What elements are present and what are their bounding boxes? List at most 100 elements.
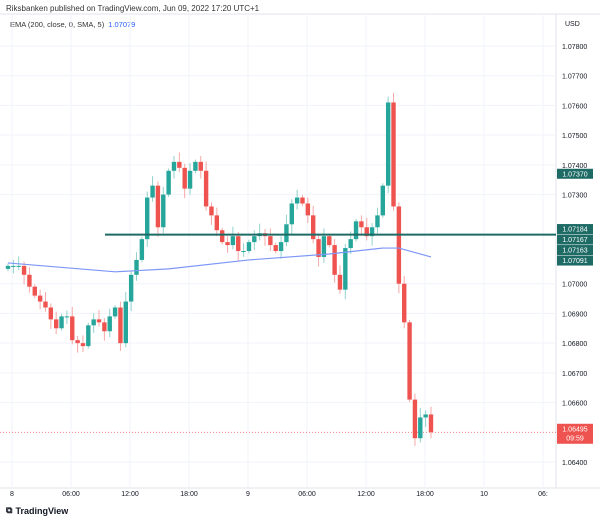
candle	[80, 335, 86, 353]
candle	[150, 176, 155, 202]
candle-body	[219, 230, 225, 243]
candle-body	[214, 215, 220, 231]
candle-body	[80, 343, 86, 347]
candle-body	[337, 274, 343, 290]
candle-body	[182, 167, 187, 189]
candle	[161, 186, 166, 234]
candle	[107, 308, 112, 338]
price-label-badge: 1.07163	[557, 245, 593, 256]
candle	[118, 301, 123, 351]
candle-body	[107, 316, 112, 332]
price-tick-label: 1.07300	[562, 193, 587, 200]
candle-body	[230, 236, 236, 246]
price-tick-label: 1.06900	[562, 311, 587, 318]
candle	[64, 310, 70, 325]
candle	[123, 292, 128, 348]
price-label-bg	[557, 168, 593, 179]
candle	[327, 233, 332, 248]
price-tick-label: 1.06700	[562, 371, 587, 378]
candle	[412, 393, 418, 446]
candle-body	[145, 197, 150, 240]
candle	[321, 228, 327, 263]
candle-body	[305, 203, 311, 216]
candle	[75, 336, 80, 353]
candle	[187, 163, 193, 195]
price-tick-label: 1.07500	[562, 133, 587, 140]
candle-body	[43, 301, 48, 308]
footer: ⧉ TradingView	[6, 505, 68, 516]
candle-body	[246, 242, 252, 252]
ema-line	[7, 247, 432, 273]
candle	[70, 306, 75, 345]
candle-body	[402, 283, 407, 323]
price-label-bg	[557, 255, 593, 266]
candle	[102, 318, 107, 341]
candle-body	[300, 197, 305, 204]
candle	[428, 406, 434, 439]
price-label-badge: 1.06495 09:59	[557, 423, 593, 444]
candle	[86, 322, 91, 349]
price-tick-label: 1.06600	[562, 401, 587, 408]
candle-body	[396, 206, 402, 284]
candle-body	[294, 197, 300, 204]
candle-body	[102, 322, 107, 332]
candle-body	[171, 161, 177, 171]
candle	[5, 263, 11, 272]
candle-body	[418, 417, 423, 439]
candle-body	[423, 414, 428, 418]
candle-body	[391, 102, 396, 207]
candle	[391, 92, 396, 211]
publisher-header: Riksbanken published on TradingView.com,…	[6, 4, 260, 13]
price-label-badge: 1.07167	[557, 234, 593, 245]
candle-body	[321, 236, 327, 257]
candle-body	[86, 325, 91, 347]
candle-body	[284, 224, 289, 243]
time-tick-label: 9	[246, 491, 250, 498]
candle	[11, 259, 16, 274]
candle	[96, 309, 102, 327]
candle	[380, 183, 386, 218]
indicator-label: EMA (200, close, 0, SMA, 5)	[10, 20, 105, 29]
tradingview-logo-icon: ⧉	[6, 505, 13, 515]
price-label-text: 1.07370	[562, 171, 587, 178]
candle-body	[32, 286, 37, 296]
candle	[53, 311, 59, 335]
candle	[139, 236, 145, 263]
candle-body	[252, 236, 257, 243]
candle	[230, 226, 236, 250]
candle-body	[21, 265, 27, 275]
candle-body	[91, 319, 96, 326]
candle-body	[316, 239, 321, 257]
candle	[407, 319, 412, 402]
time-tick-label: 10	[480, 491, 488, 498]
candle-body	[241, 251, 246, 253]
price-label-text: 1.07163	[562, 248, 587, 255]
candle-body	[161, 194, 166, 228]
price-label-text: 1.07184	[562, 227, 587, 234]
candle-body	[353, 221, 359, 240]
price-label-bg	[557, 224, 593, 235]
candle-body	[64, 316, 70, 318]
candle	[203, 161, 209, 211]
candle	[48, 303, 54, 329]
candle-body	[37, 295, 43, 302]
price-chart[interactable]: 1.078001.077001.076001.075001.074001.073…	[0, 0, 600, 500]
candle	[300, 195, 305, 206]
candle	[257, 223, 262, 241]
candle-body	[375, 215, 380, 228]
candle	[166, 168, 171, 197]
candle-body	[70, 316, 75, 341]
candle-body	[289, 203, 294, 225]
candle	[21, 261, 27, 285]
candle	[353, 218, 359, 242]
candle	[214, 207, 220, 237]
price-tick-label: 1.07600	[562, 103, 587, 110]
candle	[311, 205, 316, 244]
price-label-bg	[557, 423, 593, 444]
candle-body	[59, 316, 64, 329]
candle-body	[385, 102, 391, 186]
indicator-legend[interactable]: EMA (200, close, 0, SMA, 5) 1.07079	[10, 20, 135, 29]
time-tick-label: 06:	[538, 491, 548, 498]
candle	[219, 227, 225, 245]
currency-label: USD	[565, 21, 580, 28]
